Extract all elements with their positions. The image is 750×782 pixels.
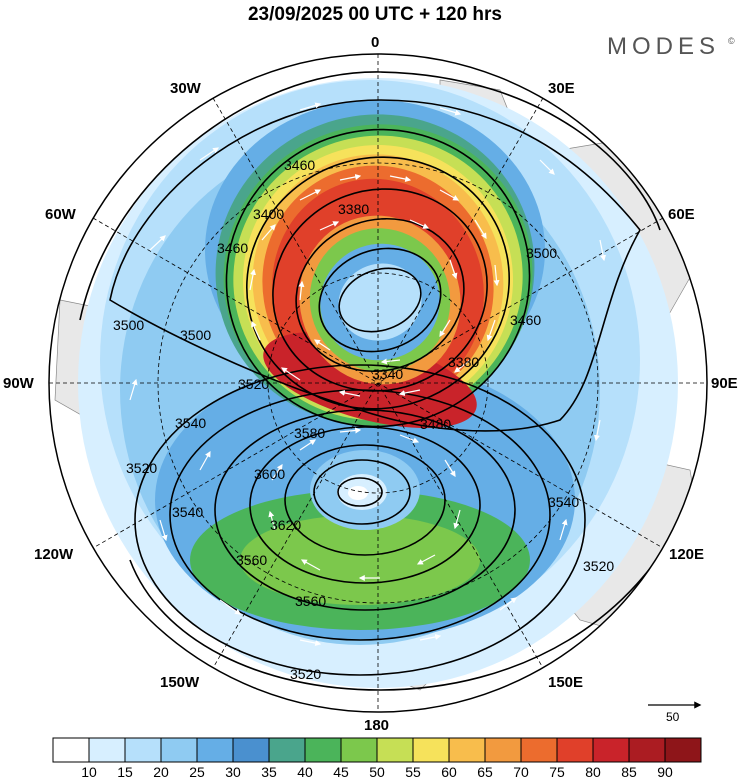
map-boundary	[48, 53, 708, 713]
map-title: 23/09/2025 00 UTC + 120 hrs	[247, 4, 503, 25]
colorbar-swatch	[304, 737, 342, 763]
lon-label-90e: 90E	[711, 375, 738, 392]
lon-label-60e: 60E	[668, 206, 695, 223]
colorbar-swatch	[628, 737, 666, 763]
colorbar-label: 35	[261, 764, 277, 780]
contour-label: 3540	[172, 504, 204, 520]
colorbar-label: 40	[297, 764, 313, 780]
colorbar-label: 60	[441, 764, 457, 780]
colorbar-label: 90	[657, 764, 673, 780]
contour-label: 3400	[253, 206, 285, 222]
contour-label: 3500	[113, 317, 145, 333]
colorbar-label: 55	[405, 764, 421, 780]
contour-label: 3540	[175, 415, 207, 431]
colorbar-swatch	[556, 737, 594, 763]
contour-label: 3620	[270, 517, 302, 533]
lon-label-60w: 60W	[45, 206, 76, 223]
lon-label-0: 0	[371, 34, 380, 51]
map-disk	[49, 54, 707, 712]
contour-label: 3580	[294, 425, 326, 441]
reference-vector-value: 50	[666, 710, 680, 724]
contour-label: 3560	[295, 593, 327, 609]
colorbar-swatch	[160, 737, 198, 763]
colorbar-swatch	[196, 737, 234, 763]
contour-label: 3500	[526, 245, 558, 261]
contour-label: 3520	[583, 558, 615, 574]
contour-label: 3520	[126, 460, 158, 476]
contour-label: 3460	[217, 240, 249, 256]
contour-label: 3380	[338, 201, 370, 217]
contour-label: 3500	[180, 327, 212, 343]
lon-label-120e: 120E	[669, 546, 705, 563]
lon-label-90w: 90W	[3, 375, 34, 392]
copyright-mark: ©	[728, 36, 735, 46]
height-contours	[79, 71, 691, 691]
colorbar-swatch	[376, 737, 414, 763]
contour-label: 3460	[510, 312, 542, 328]
lon-label-150w: 150W	[160, 674, 200, 691]
colorbar-swatch	[52, 737, 90, 763]
colorbar	[52, 737, 702, 763]
colorbar-label: 85	[621, 764, 637, 780]
colorbar-swatch	[448, 737, 486, 763]
colorbar-label: 20	[153, 764, 169, 780]
colorbar-swatch	[340, 737, 378, 763]
colorbar-swatch	[88, 737, 126, 763]
contour-label: 3340	[372, 366, 404, 382]
modes-logo: MODES	[607, 33, 721, 60]
contour-label: 3520	[238, 376, 270, 392]
wind-vectors	[129, 102, 607, 647]
colorbar-swatch	[520, 737, 558, 763]
colorbar-label: 70	[513, 764, 529, 780]
colorbar-label: 10	[81, 764, 97, 780]
colorbar-swatch	[232, 737, 270, 763]
colorbar-label: 65	[477, 764, 493, 780]
colorbar-label: 25	[189, 764, 205, 780]
colorbar-label: 80	[585, 764, 601, 780]
colorbar-swatch	[664, 737, 702, 763]
colorbar-label: 75	[549, 764, 565, 780]
lon-label-30e: 30E	[548, 80, 575, 97]
lon-label-30w: 30W	[170, 80, 201, 97]
colorbar-swatch	[124, 737, 162, 763]
colorbar-swatch	[484, 737, 522, 763]
contour-label: 3520	[290, 666, 322, 682]
colorbar-swatch	[268, 737, 306, 763]
contour-label: 3600	[254, 466, 286, 482]
colorbar-label: 30	[225, 764, 241, 780]
lon-label-180: 180	[364, 717, 390, 734]
colorbar-swatch	[412, 737, 450, 763]
lon-label-150e: 150E	[548, 674, 584, 691]
contour-label: 3460	[284, 157, 316, 173]
colorbar-swatch	[592, 737, 630, 763]
colorbar-label: 15	[117, 764, 133, 780]
contour-label: 3380	[448, 354, 480, 370]
lon-label-120w: 120W	[34, 546, 74, 563]
colorbar-label: 45	[333, 764, 349, 780]
contour-label: 3480	[420, 416, 452, 432]
colorbar-label: 50	[369, 764, 385, 780]
contour-label: 3540	[548, 494, 580, 510]
contour-label: 3560	[236, 552, 268, 568]
